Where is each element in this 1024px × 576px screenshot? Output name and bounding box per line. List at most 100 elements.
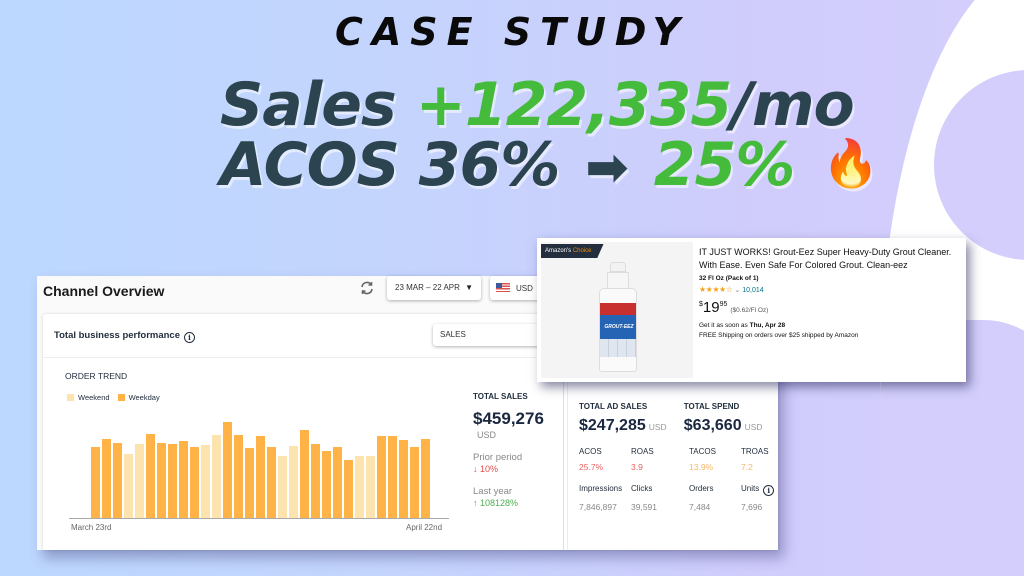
bar-weekday	[399, 439, 408, 518]
kpi-troas-value: 7.2	[741, 462, 753, 472]
refresh-icon[interactable]	[359, 280, 375, 296]
ad-sales-amount: $247,285	[579, 417, 646, 434]
price-fraction: 95	[719, 301, 728, 308]
bar-weekend	[366, 456, 375, 518]
bar-weekday	[190, 446, 199, 518]
bar-weekday	[311, 443, 320, 518]
bar-weekday	[168, 443, 177, 518]
bar-weekday	[146, 434, 155, 518]
weekend-swatch	[67, 394, 74, 401]
order-trend-chart: ORDER TREND Weekend Weekday March 23rd A…	[43, 358, 463, 550]
headline-acos-before: ACOS 36%	[220, 130, 560, 200]
product-price: $1995($0.62/Fl Oz)	[699, 299, 961, 317]
clicks-label: Clicks	[631, 484, 653, 493]
shipping-text: FREE Shipping on orders over $25 shipped…	[699, 332, 859, 339]
product-card[interactable]: Amazon's Choice GROUT-EEZ IT JUST WORKS!…	[537, 238, 966, 382]
bar-weekday	[377, 436, 386, 518]
weekday-swatch	[117, 394, 125, 401]
bar-weekday	[421, 438, 430, 518]
amazons-choice-badge: Amazon's Choice	[541, 244, 604, 258]
panel-title: Total business performance i	[54, 330, 195, 343]
legend-weekday-label: Weekday	[128, 393, 160, 402]
units-label: Units i	[741, 484, 791, 496]
delivery-date: Thu, Apr 28	[749, 322, 786, 329]
units-label-text: Units	[741, 484, 760, 493]
bar-weekday	[157, 442, 166, 518]
page-title: Channel Overview	[43, 283, 165, 299]
info-icon[interactable]: i	[184, 332, 195, 343]
spend-currency: USD	[744, 422, 763, 432]
bar-weekend	[289, 445, 298, 518]
unit-price: ($0.62/Fl Oz)	[730, 307, 769, 314]
bar-weekday	[322, 451, 331, 518]
star-icons: ★★★★☆	[699, 285, 733, 294]
x-label-start: March 23rd	[71, 523, 112, 532]
product-title[interactable]: IT JUST WORKS! Grout-Eez Super Heavy-Dut…	[699, 247, 952, 270]
kpi-roas-label: ROAS	[631, 447, 654, 456]
total-sales-value: $459,276	[473, 409, 544, 428]
bar-weekday	[91, 446, 100, 518]
product-image[interactable]: Amazon's Choice GROUT-EEZ	[541, 242, 693, 378]
bottle-label: GROUT-EEZ	[600, 315, 636, 339]
badge-prefix: Amazon's	[545, 248, 572, 254]
bar-weekday	[179, 440, 188, 518]
date-range-dropdown[interactable]: 23 MAR – 22 APR ▼	[387, 276, 481, 300]
bar-weekend	[135, 443, 144, 518]
bottle-icon: GROUT-EEZ	[599, 262, 637, 374]
spend-label: TOTAL SPEND	[683, 402, 740, 411]
impressions-label: Impressions	[579, 484, 623, 493]
prior-period-value: ↓ 10%	[473, 464, 499, 474]
orders-label: Orders	[689, 484, 714, 493]
last-year-value: ↑ 108128%	[473, 498, 519, 508]
kpi-tacos-label: TACOS	[689, 447, 716, 456]
us-flag-icon	[496, 283, 510, 292]
ad-metrics-block: TOTAL AD SALES $247,285 USD TOTAL SPEND $…	[579, 402, 779, 512]
divider	[567, 358, 568, 550]
star-rating[interactable]: ★★★★☆ ⌄ 10,014	[699, 285, 961, 294]
info-icon[interactable]: i	[763, 485, 775, 496]
legend-weekend-label: Weekend	[78, 393, 110, 402]
divider	[563, 358, 564, 550]
delivery-prefix: Get it as soon as	[699, 322, 748, 329]
eyebrow-title: CASE STUDY	[334, 10, 690, 54]
kpi-tacos-value: 13.9%	[689, 462, 714, 472]
orders-value: 7,484	[689, 502, 711, 512]
metric-dropdown[interactable]: SALES	[433, 324, 543, 346]
bar-weekend	[124, 454, 133, 518]
headline-sales: Sales +122,335/mo	[220, 70, 855, 140]
bar-weekday	[344, 459, 353, 518]
bar-weekend	[201, 444, 210, 518]
spend-amount: $63,660	[683, 417, 742, 434]
spend-value: $63,660 USD	[684, 417, 779, 435]
kpi-grid: ACOS ROAS TACOS TROAS 25.7% 3.9 13.9% 7.…	[579, 447, 779, 512]
panel-header: Total business performance i SALES	[43, 314, 778, 358]
price-whole: 19	[702, 299, 720, 316]
chart-title: ORDER TREND	[65, 371, 128, 381]
ad-sales-label: TOTAL AD SALES	[579, 402, 648, 411]
bar-weekend	[212, 435, 221, 518]
chevron-down-icon: ⌄	[734, 287, 741, 294]
headline-acos: ACOS 36% ➡ 25% 🔥	[220, 130, 880, 200]
chart-legend: Weekend Weekday	[67, 393, 160, 402]
kpi-acos-value: 25.7%	[579, 462, 604, 472]
headline-sales-value: +122,335	[415, 70, 733, 140]
bar-series	[91, 418, 441, 518]
delivery-info: Get it as soon as Thu, Apr 28 FREE Shipp…	[699, 321, 961, 341]
kpi-troas-label: TROAS	[741, 447, 769, 456]
clicks-value: 39,591	[631, 502, 657, 512]
rating-count[interactable]: 10,014	[742, 287, 764, 294]
product-info: IT JUST WORKS! Grout-Eez Super Heavy-Dut…	[699, 246, 961, 341]
bar-weekday	[102, 438, 111, 518]
fire-icon: 🔥	[822, 136, 879, 190]
total-sales-block: TOTAL SALES $459,276 USD Prior period ↓ …	[473, 392, 544, 508]
headline-acos-after: 25%	[653, 130, 796, 200]
arrow-right-icon: ➡	[585, 138, 629, 198]
x-axis	[69, 518, 449, 519]
badge-suffix: Choice	[572, 248, 592, 254]
ad-sales-value: $247,285 USD	[579, 417, 684, 435]
ad-sales-currency: USD	[648, 422, 667, 432]
date-range-value: 23 MAR – 22 APR	[395, 283, 460, 292]
units-value: 7,696	[741, 502, 763, 512]
bar-weekday	[300, 430, 309, 518]
product-size: 32 Fl Oz (Pack of 1)	[699, 275, 759, 282]
